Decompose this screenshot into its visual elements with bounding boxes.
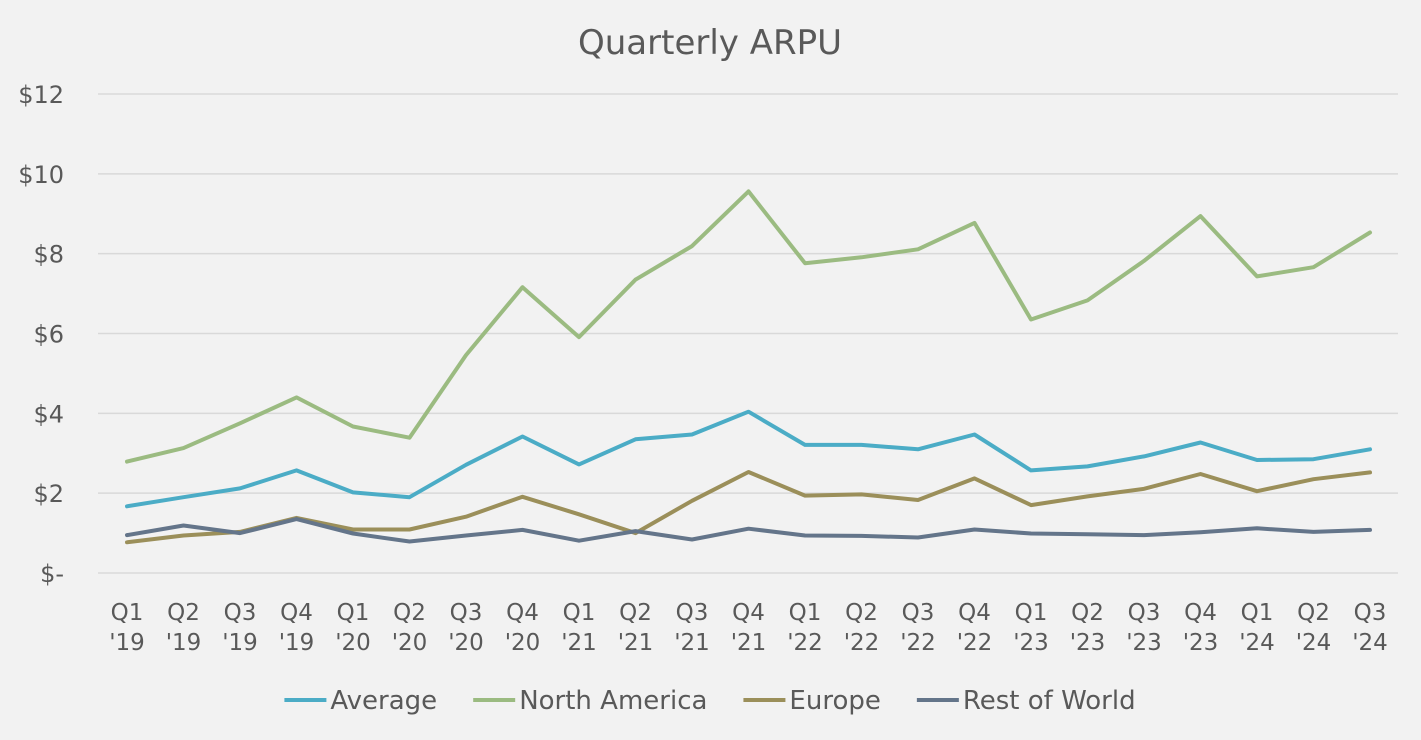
x-tick-label: Q3'19 <box>222 600 258 656</box>
x-tick-label: Q1'21 <box>561 600 597 656</box>
x-tick-year: '23 <box>1126 630 1162 656</box>
x-tick-label: Q2'22 <box>844 600 880 656</box>
x-tick-year: '19 <box>279 630 315 656</box>
x-tick-year: '22 <box>957 630 993 656</box>
x-tick-quarter: Q1 <box>111 600 144 626</box>
x-axis-tick-labels: Q1'19Q2'19Q3'19Q4'19Q1'20Q2'20Q3'20Q4'20… <box>109 600 1388 656</box>
x-tick-label: Q1'19 <box>109 600 145 656</box>
x-tick-year: '22 <box>900 630 936 656</box>
x-tick-quarter: Q3 <box>224 600 257 626</box>
x-tick-label: Q3'24 <box>1352 600 1388 656</box>
x-tick-year: '24 <box>1239 630 1275 656</box>
x-tick-label: Q3'20 <box>448 600 484 656</box>
y-tick-label: $8 <box>33 241 64 269</box>
x-tick-year: '23 <box>1183 630 1219 656</box>
x-tick-year: '20 <box>448 630 484 656</box>
x-tick-quarter: Q2 <box>1071 600 1104 626</box>
x-tick-label: Q3'22 <box>900 600 936 656</box>
x-tick-quarter: Q3 <box>1128 600 1161 626</box>
x-tick-label: Q4'22 <box>957 600 993 656</box>
series-line-rest-of-world <box>125 517 1372 544</box>
x-tick-quarter: Q2 <box>845 600 878 626</box>
x-tick-label: Q2'19 <box>166 600 202 656</box>
x-tick-quarter: Q2 <box>619 600 652 626</box>
x-tick-year: '21 <box>731 630 767 656</box>
x-tick-quarter: Q4 <box>280 600 313 626</box>
legend-item: North America <box>473 686 707 716</box>
x-tick-year: '20 <box>505 630 541 656</box>
x-tick-label: Q2'21 <box>618 600 654 656</box>
x-tick-label: Q3'23 <box>1126 600 1162 656</box>
chart-title: Quarterly ARPU <box>578 23 842 63</box>
x-tick-year: '21 <box>674 630 710 656</box>
x-tick-quarter: Q4 <box>732 600 765 626</box>
y-tick-label: $12 <box>18 81 64 109</box>
gridlines <box>98 93 1398 574</box>
x-tick-year: '20 <box>335 630 371 656</box>
x-tick-label: Q4'20 <box>505 600 541 656</box>
x-tick-year: '20 <box>392 630 428 656</box>
x-tick-year: '21 <box>561 630 597 656</box>
x-tick-quarter: Q4 <box>1184 600 1217 626</box>
x-tick-year: '23 <box>1070 630 1106 656</box>
x-tick-year: '19 <box>109 630 145 656</box>
x-tick-year: '19 <box>222 630 258 656</box>
x-tick-quarter: Q1 <box>337 600 370 626</box>
y-tick-label: $- <box>40 560 64 588</box>
x-tick-quarter: Q1 <box>1015 600 1048 626</box>
x-tick-year: '23 <box>1013 630 1049 656</box>
x-tick-label: Q1'23 <box>1013 600 1049 656</box>
x-tick-quarter: Q1 <box>1241 600 1274 626</box>
x-tick-year: '19 <box>166 630 202 656</box>
legend-item: Average <box>284 686 437 716</box>
legend-label: Europe <box>789 686 880 716</box>
x-tick-quarter: Q2 <box>1297 600 1330 626</box>
legend-label: North America <box>519 686 707 716</box>
x-tick-year: '24 <box>1296 630 1332 656</box>
legend-label: Average <box>330 686 437 716</box>
x-tick-quarter: Q3 <box>676 600 709 626</box>
x-tick-quarter: Q2 <box>167 600 200 626</box>
x-tick-label: Q1'24 <box>1239 600 1275 656</box>
x-tick-label: Q4'21 <box>731 600 767 656</box>
legend-item: Europe <box>743 686 881 716</box>
x-tick-year: '24 <box>1352 630 1388 656</box>
y-tick-label: $6 <box>33 321 64 349</box>
legend-item: Rest of World <box>916 686 1136 716</box>
x-tick-label: Q1'20 <box>335 600 371 656</box>
x-tick-label: Q4'19 <box>279 600 315 656</box>
series-line-north-america <box>125 189 1372 464</box>
series-line-europe <box>125 470 1372 545</box>
x-tick-label: Q4'23 <box>1183 600 1219 656</box>
y-axis-tick-labels: $- $2 $4 $6 $8 $10 $12 <box>18 81 64 588</box>
x-tick-quarter: Q3 <box>902 600 935 626</box>
x-tick-label: Q2'23 <box>1070 600 1106 656</box>
x-tick-quarter: Q1 <box>789 600 822 626</box>
y-tick-label: $2 <box>33 480 64 508</box>
series-line-average <box>125 409 1372 509</box>
x-tick-quarter: Q1 <box>563 600 596 626</box>
x-tick-year: '22 <box>844 630 880 656</box>
y-tick-label: $10 <box>18 161 64 189</box>
legend: Average North America Europe Rest of World <box>284 686 1136 716</box>
x-tick-quarter: Q4 <box>958 600 991 626</box>
series-lines <box>125 189 1372 545</box>
x-tick-quarter: Q3 <box>450 600 483 626</box>
legend-label: Rest of World <box>963 686 1136 716</box>
x-tick-quarter: Q4 <box>506 600 539 626</box>
y-tick-label: $4 <box>33 400 64 428</box>
x-tick-label: Q3'21 <box>674 600 710 656</box>
x-tick-quarter: Q2 <box>393 600 426 626</box>
x-tick-year: '21 <box>618 630 654 656</box>
x-tick-year: '22 <box>787 630 823 656</box>
x-tick-label: Q2'24 <box>1296 600 1332 656</box>
x-tick-label: Q2'20 <box>392 600 428 656</box>
x-tick-label: Q1'22 <box>787 600 823 656</box>
x-tick-quarter: Q3 <box>1354 600 1387 626</box>
